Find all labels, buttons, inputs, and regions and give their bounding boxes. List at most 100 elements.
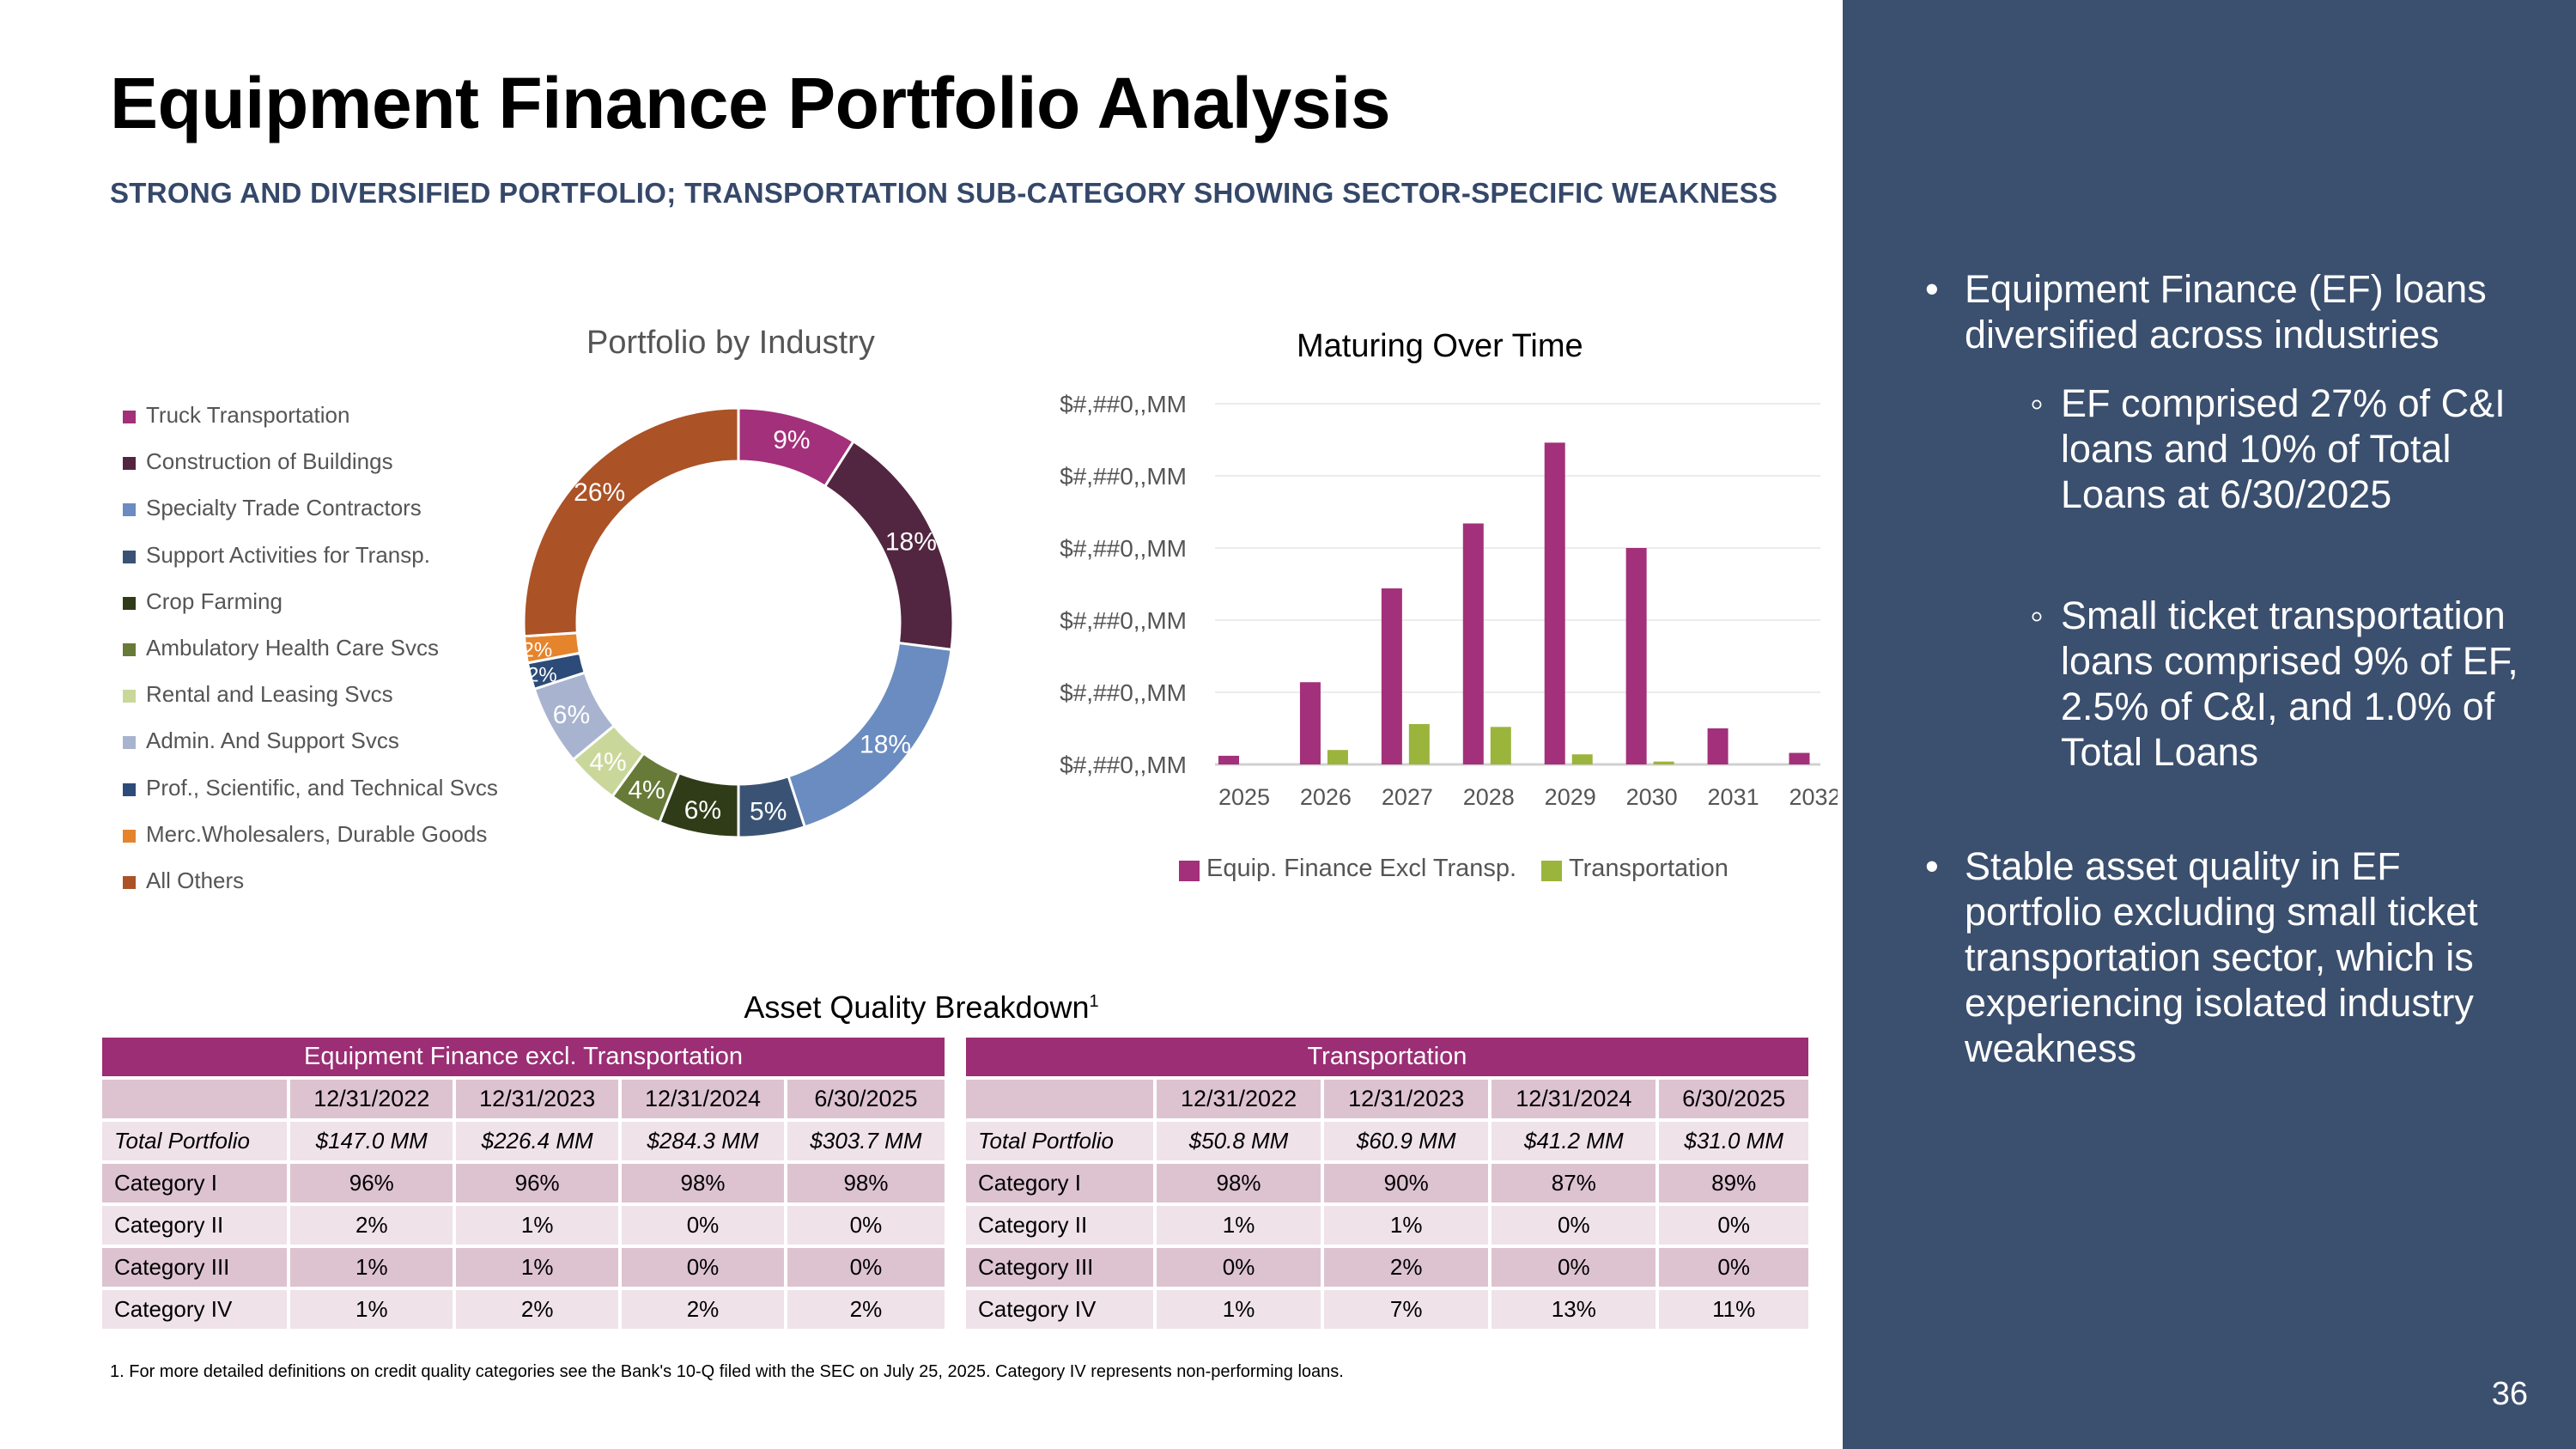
bar-transportation	[1327, 750, 1348, 764]
bar-equip-finance	[1625, 548, 1647, 764]
y-tick-label: $#,##0,,MM	[1060, 535, 1187, 562]
table-cell: 0%	[1492, 1248, 1656, 1287]
table-cell: $60.9 MM	[1324, 1122, 1489, 1160]
donut-data-label: 6%	[553, 701, 590, 729]
table-date-header: 6/30/2025	[787, 1080, 945, 1118]
donut-data-label: 18%	[885, 527, 937, 556]
table-cell: 0%	[1492, 1206, 1656, 1245]
asset-quality-title: Asset Quality Breakdown1	[0, 989, 1843, 1026]
sub-bullet-circle-icon: ◦	[2030, 594, 2044, 637]
table-row-label: Category IV	[966, 1290, 1153, 1329]
table-date-header: 12/31/2022	[290, 1080, 453, 1118]
table-cell: 1%	[1324, 1206, 1489, 1245]
legend-label: Crop Farming	[146, 588, 283, 614]
page-number: 36	[2491, 1376, 2528, 1412]
legend-swatch	[123, 782, 136, 796]
table-cell: 2%	[622, 1290, 784, 1329]
bar-transportation	[1653, 761, 1674, 764]
table-row-label: Category I	[966, 1164, 1153, 1202]
table-cell: 96%	[290, 1164, 453, 1202]
donut-data-label: 18%	[860, 731, 911, 759]
legend-item: Rental and Leasing Svcs	[123, 679, 393, 709]
legend-item: Prof., Scientific, and Technical Svcs	[123, 772, 498, 803]
bullet-2: • Stable asset quality in EF portfolio e…	[1925, 843, 2549, 1071]
table-row: Total Portfolio $147.0 MM $226.4 MM $284.3 …	[102, 1122, 945, 1160]
table-cell: $303.7 MM	[787, 1122, 945, 1160]
legend-item: Ambulatory Health Care Svcs	[123, 632, 439, 663]
x-tick-label: 2031	[1708, 784, 1759, 810]
bar-equip-finance	[1544, 442, 1565, 764]
table-row: Category I 96% 96% 98% 98%	[102, 1164, 945, 1202]
donut-data-label: 4%	[589, 748, 626, 776]
legend-swatch	[123, 457, 136, 471]
side-panel: • Equipment Finance (EF) loans diversifi…	[1843, 0, 2576, 1449]
bar-legend-swatch	[1179, 861, 1200, 881]
table-cell: 98%	[787, 1164, 945, 1202]
legend-label: Rental and Leasing Svcs	[146, 681, 393, 708]
table-cell: 90%	[1324, 1164, 1489, 1202]
legend-item: Construction of Buildings	[123, 446, 393, 477]
bar-equip-finance	[1462, 523, 1484, 764]
y-tick-label: $#,##0,,MM	[1060, 391, 1187, 417]
legend-swatch	[123, 411, 136, 423]
table-date-row: 12/31/2022 12/31/2023 12/31/2024 6/30/2025	[966, 1080, 1808, 1118]
table-row-label: Category II	[966, 1206, 1153, 1245]
table-date-header: 6/30/2025	[1659, 1080, 1808, 1118]
legend-swatch	[123, 829, 136, 843]
bar-legend-label: Transportation	[1569, 855, 1728, 882]
table-cell: 0%	[622, 1248, 784, 1287]
asset-quality-footnote-mark: 1	[1089, 992, 1099, 1011]
table-cell: 1%	[456, 1248, 619, 1287]
donut-data-label: 26%	[574, 478, 625, 507]
donut-slice	[522, 406, 740, 638]
table-date-header: 12/31/2023	[1324, 1080, 1489, 1118]
table-cell: 1%	[1156, 1206, 1321, 1245]
bar-legend-label: Equip. Finance Excl Transp.	[1206, 855, 1516, 882]
table-cell: $226.4 MM	[456, 1122, 619, 1160]
footnote: 1. For more detailed definitions on cred…	[110, 1362, 1344, 1381]
table-cell: $147.0 MM	[290, 1122, 453, 1160]
donut-data-label: 4%	[628, 776, 665, 805]
donut-data-label: 6%	[684, 796, 721, 825]
bar-transportation	[1490, 727, 1511, 764]
table-cell: 1%	[290, 1290, 453, 1329]
table-cell: 1%	[1156, 1290, 1321, 1329]
x-tick-label: 2025	[1218, 784, 1270, 810]
table-cell: 98%	[1156, 1164, 1321, 1202]
legend-item: All Others	[123, 865, 244, 896]
y-tick-label: $#,##0,,MM	[1060, 463, 1187, 490]
table-row-label: Category III	[966, 1248, 1153, 1287]
table-header-row: Equipment Finance excl. Transportation	[102, 1038, 945, 1076]
table-cell: $41.2 MM	[1492, 1122, 1656, 1160]
x-tick-label: 2026	[1300, 784, 1352, 810]
table-row: Category II 2% 1% 0% 0%	[102, 1206, 945, 1245]
table-date-header: 12/31/2022	[1156, 1080, 1321, 1118]
table-row-label: Category III	[102, 1248, 288, 1287]
table-row-label: Total Portfolio	[102, 1122, 288, 1160]
donut-data-label: 9%	[773, 426, 810, 454]
legend-item: Merc.Wholesalers, Durable Goods	[123, 819, 487, 849]
sub-bullet-circle-icon: ◦	[2030, 381, 2044, 425]
sub-bullet-1-text: EF comprised 27% of C&I loans and 10% of…	[2061, 381, 2506, 516]
table-cell: 1%	[290, 1248, 453, 1287]
sub-bullet-1: ◦ EF comprised 27% of C&I loans and 10% …	[2030, 381, 2542, 517]
table-date-header: 12/31/2023	[456, 1080, 619, 1118]
legend-swatch	[123, 736, 136, 750]
legend-item: Truck Transportation	[123, 399, 349, 430]
bar-equip-finance	[1218, 755, 1239, 764]
table-cell: 89%	[1659, 1164, 1808, 1202]
asset-quality-title-text: Asset Quality Breakdown	[744, 989, 1090, 1025]
table-cell: 0%	[1659, 1248, 1808, 1287]
bullet-1: • Equipment Finance (EF) loans diversifi…	[1925, 266, 2549, 357]
table-cell: 2%	[787, 1290, 945, 1329]
table-row: Category III 1% 1% 0% 0%	[102, 1248, 945, 1287]
legend-label: Prof., Scientific, and Technical Svcs	[146, 774, 498, 801]
table-date-row: 12/31/2022 12/31/2023 12/31/2024 6/30/2025	[102, 1080, 945, 1118]
table-row: Total Portfolio $50.8 MM $60.9 MM $41.2 MM $…	[966, 1122, 1808, 1160]
table-title: Transportation	[966, 1038, 1808, 1076]
page-title: Equipment Finance Portfolio Analysis	[110, 63, 1391, 143]
table-cell: $31.0 MM	[1659, 1122, 1808, 1160]
x-tick-label: 2032	[1789, 784, 1838, 810]
table-cell: 0%	[1156, 1248, 1321, 1287]
bar-legend-swatch	[1541, 861, 1562, 881]
